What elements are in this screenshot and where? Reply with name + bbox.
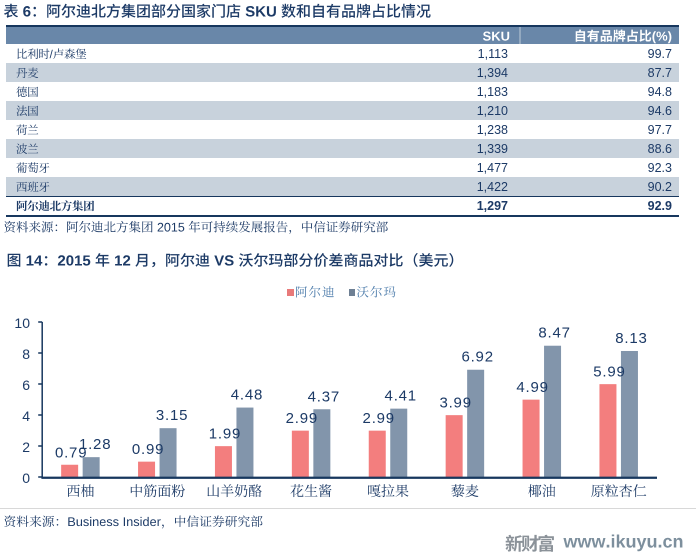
svg-text:8: 8	[22, 346, 30, 362]
svg-text:6: 6	[22, 377, 30, 393]
svg-text:3.99: 3.99	[439, 395, 471, 412]
svg-text:1.99: 1.99	[209, 426, 241, 443]
svg-text:0: 0	[22, 470, 30, 486]
svg-text:4.99: 4.99	[516, 379, 548, 396]
svg-text:4.48: 4.48	[231, 387, 263, 404]
svg-text:2: 2	[22, 439, 30, 455]
svg-text:3.15: 3.15	[156, 407, 188, 424]
svg-text:4.41: 4.41	[385, 388, 417, 405]
svg-text:8.13: 8.13	[615, 330, 647, 347]
svg-text:5.99: 5.99	[593, 364, 625, 381]
svg-text:4.37: 4.37	[308, 388, 340, 405]
svg-text:8.47: 8.47	[538, 325, 570, 342]
svg-text:6.92: 6.92	[461, 349, 493, 366]
svg-text:1.28: 1.28	[79, 436, 111, 453]
svg-text:10: 10	[14, 315, 30, 331]
svg-text:0.79: 0.79	[55, 444, 87, 461]
svg-text:0.99: 0.99	[132, 441, 164, 458]
svg-text:4: 4	[22, 408, 30, 424]
svg-text:2.99: 2.99	[363, 410, 395, 427]
svg-text:2.99: 2.99	[286, 410, 318, 427]
